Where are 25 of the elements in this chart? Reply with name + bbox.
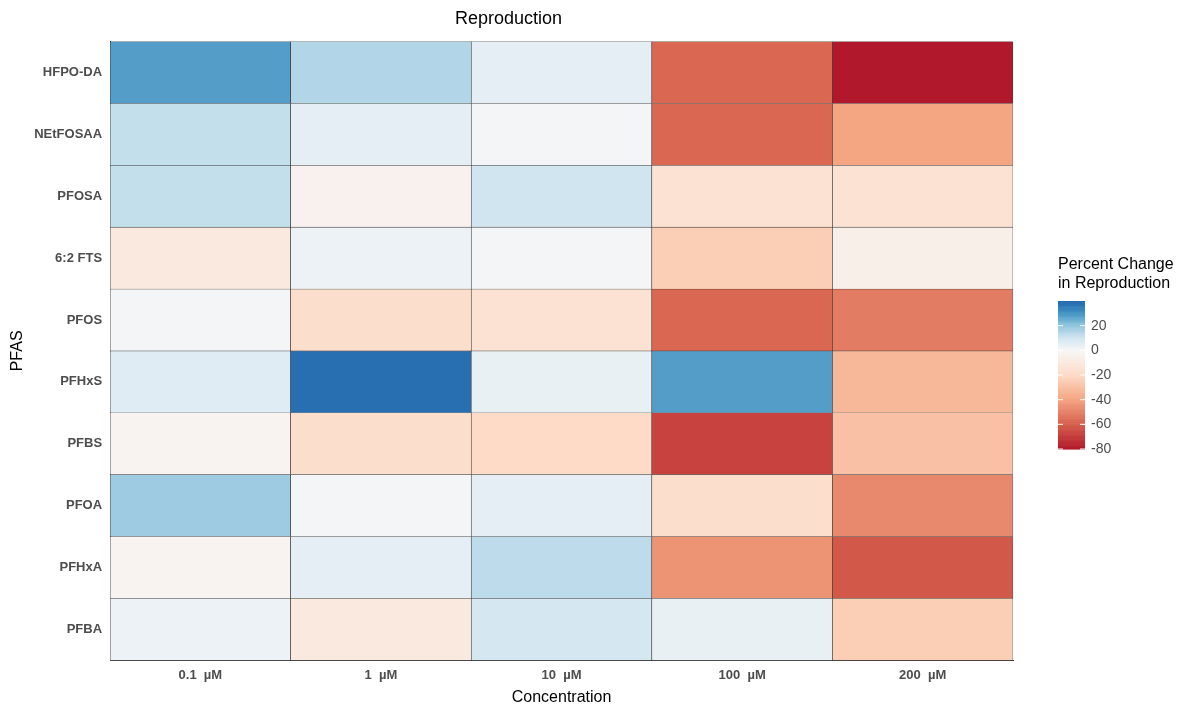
y-tick-label: PFOA xyxy=(65,497,103,513)
y-tick-label: PFHxS xyxy=(60,373,103,389)
x-tick-label: 200 µM xyxy=(899,666,947,682)
y-tick-label: NEtFOSAA xyxy=(34,125,103,141)
x-tick-label: 100 µM xyxy=(718,666,766,682)
color-bar-label: -40 xyxy=(1091,390,1112,407)
y-tick-label: PFOSA xyxy=(57,187,103,203)
color-bar-label: -80 xyxy=(1091,439,1112,456)
y-tick-label: PFBS xyxy=(67,435,103,451)
color-bar-label: -20 xyxy=(1091,365,1112,382)
x-tick-label: 0.1 µM xyxy=(178,666,223,682)
x-tick-label: 1 µM xyxy=(364,666,398,682)
chart-title: Reproduction xyxy=(454,7,563,28)
y-tick-label: PFBA xyxy=(66,620,103,636)
y-axis-title: PFAS xyxy=(8,330,26,372)
y-tick-label: HFPO-DA xyxy=(42,64,103,80)
x-axis-title: Concentration xyxy=(511,687,612,705)
y-tick-label: PFOS xyxy=(66,311,103,327)
color-bar-label: -60 xyxy=(1091,415,1112,432)
y-tick-label: 6:2 FTS xyxy=(55,249,103,265)
y-tick-label: PFHxA xyxy=(59,558,103,574)
x-tick-label: 10 µM xyxy=(541,666,582,682)
color-bar-label: 20 xyxy=(1091,316,1107,333)
color-bar-label: 0 xyxy=(1091,341,1099,358)
color-bar-title: Percent Change in Reproduction xyxy=(1058,255,1174,291)
